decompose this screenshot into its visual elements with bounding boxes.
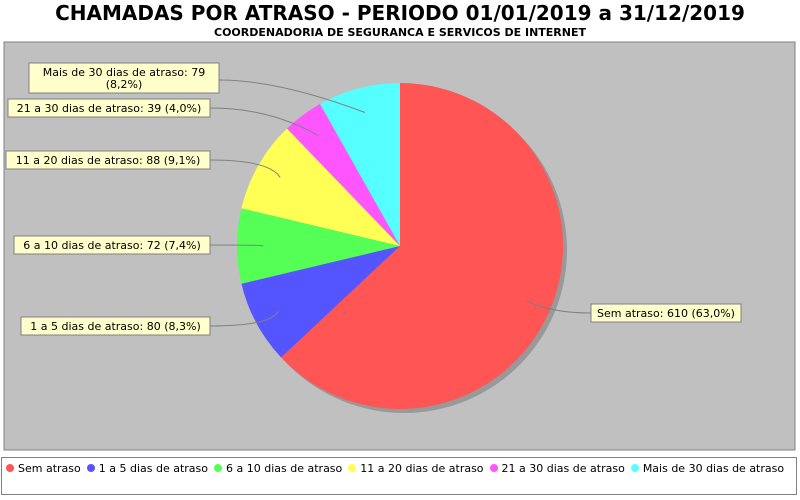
label-connector-2 — [209, 311, 279, 327]
data-label-text: 11 a 20 dias de atraso: 88 (9,1%) — [16, 154, 200, 167]
legend-item-6: Mais de 30 dias de atraso — [630, 460, 785, 478]
label-connector-1 — [526, 300, 592, 314]
data-label-box — [7, 98, 211, 118]
legend-label: Sem atraso — [18, 462, 81, 475]
chart-title: CHAMADAS POR ATRASO - PERIODO 01/01/2019… — [55, 1, 745, 25]
legend-item-2: 1 a 5 dias de atraso — [86, 460, 209, 478]
data-label-text: 6 a 10 dias de atraso: 72 (7,4%) — [23, 239, 200, 252]
legend-marker — [86, 464, 95, 472]
data-label-4: 11 a 20 dias de atraso: 88 (9,1%) — [5, 150, 211, 170]
legend-item-5: 21 a 30 dias de atraso — [489, 460, 625, 478]
legend-item-1: Sem atraso — [6, 460, 81, 478]
data-label-2: 1 a 5 dias de atraso: 80 (8,3%) — [20, 316, 211, 336]
label-connector-5 — [209, 107, 318, 136]
data-label-3: 6 a 10 dias de atraso: 72 (7,4%) — [13, 235, 211, 255]
data-label-text: Sem atraso: 610 (63,0%) — [597, 307, 735, 320]
legend-marker — [6, 464, 14, 472]
chart-subtitle: COORDENADORIA DE SEGURANCA E SERVICOS DE… — [214, 26, 586, 39]
data-label-6: Mais de 30 dias de atraso: 79(8,2%) — [28, 62, 220, 94]
legend-label: 11 a 20 dias de atraso — [360, 462, 484, 475]
legend-marker — [630, 464, 639, 472]
pie-slice-4 — [241, 128, 400, 246]
data-label-box — [28, 62, 220, 94]
legend-label: Mais de 30 dias de atraso — [642, 462, 785, 475]
pie-slice-5 — [287, 103, 400, 247]
data-label-5: 21 a 30 dias de atraso: 39 (4,0%) — [7, 98, 211, 118]
pie-slice-1 — [281, 83, 563, 410]
data-label-1: Sem atraso: 610 (63,0%) — [590, 303, 742, 323]
data-label-box — [590, 303, 742, 323]
legend-item-3: 6 a 10 dias de atraso — [214, 460, 342, 478]
data-label-box — [13, 235, 211, 255]
label-connector-4 — [209, 159, 281, 178]
legend-label: 21 a 30 dias de atraso — [501, 462, 625, 475]
data-label-box — [20, 316, 211, 336]
pie-slice-2 — [241, 246, 400, 358]
legend-marker — [489, 464, 498, 472]
data-label-text: (8,2%) — [106, 78, 143, 91]
data-label-text: Mais de 30 dias de atraso: 79 — [43, 66, 206, 79]
label-connector-6 — [218, 79, 366, 113]
legend-label: 6 a 10 dias de atraso — [226, 462, 343, 475]
pie-slice-6 — [320, 83, 400, 246]
legend-label: 1 a 5 dias de atraso — [98, 462, 209, 475]
legend-item-4: 11 a 20 dias de atraso — [348, 460, 484, 478]
legend-marker — [214, 464, 223, 472]
data-label-text: 21 a 30 dias de atraso: 39 (4,0%) — [17, 102, 201, 115]
data-label-box — [5, 150, 211, 170]
data-label-text: 1 a 5 dias de atraso: 80 (8,3%) — [30, 320, 200, 333]
legend: Sem atraso 1 a 5 dias de atraso 6 a 10 dia… — [1, 457, 797, 495]
label-connector-3 — [209, 244, 264, 247]
pie-slice-3 — [236, 208, 400, 284]
legend-marker — [348, 464, 357, 472]
